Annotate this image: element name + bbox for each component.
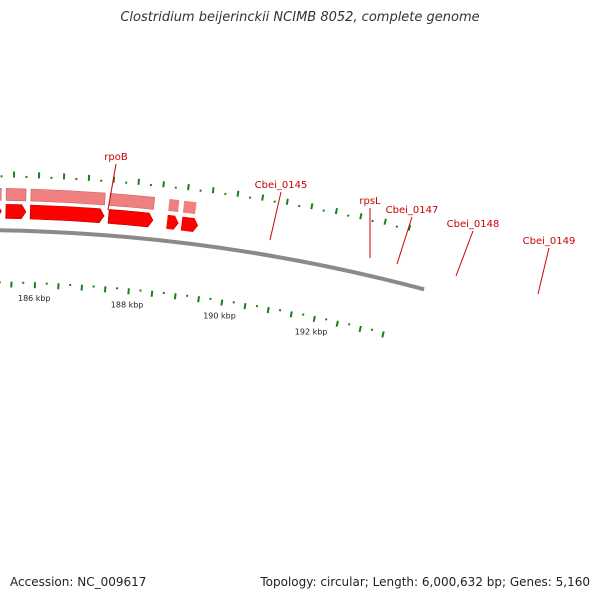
cds-partial-right-2 <box>180 216 199 232</box>
tick-outer <box>407 224 412 231</box>
gene-feature[interactable] <box>30 188 106 206</box>
tick-outer <box>395 225 399 228</box>
gene-label[interactable]: Cbei_0147 <box>386 205 439 216</box>
tick-inner <box>150 290 154 297</box>
tick-inner <box>347 323 351 326</box>
gene-partial-right <box>168 199 180 213</box>
gene-leader-line <box>396 216 413 265</box>
axis-tick-label: 186 kbp <box>18 294 51 303</box>
tick-outer <box>334 208 338 215</box>
tick-outer <box>162 181 165 188</box>
tick-outer <box>359 213 363 220</box>
tick-inner <box>266 306 270 314</box>
tick-outer <box>187 183 190 191</box>
tick-inner <box>173 293 177 300</box>
tick-inner <box>381 331 385 338</box>
tick-outer <box>236 190 240 197</box>
gene-label[interactable]: Cbei_0149 <box>523 236 576 247</box>
gene-leader-line <box>455 230 474 277</box>
gene-feature[interactable] <box>5 188 27 202</box>
gene-leader-line <box>269 191 282 241</box>
tick-inner <box>289 311 293 318</box>
gene-label[interactable]: Cbei_0145 <box>255 180 308 191</box>
tick-outer <box>285 198 289 205</box>
axis-tick-label: 190 kbp <box>203 311 236 320</box>
gene-feature[interactable] <box>109 193 156 210</box>
gene-label[interactable]: rpsL <box>359 196 381 207</box>
tick-outer <box>371 219 374 223</box>
gene-label[interactable]: rpoB <box>104 152 128 163</box>
tick-outer <box>211 187 215 194</box>
backbone-arc <box>0 228 425 292</box>
tick-inner <box>127 288 130 295</box>
axis-tick-label: 188 kbp <box>111 300 144 309</box>
tick-inner <box>243 303 247 310</box>
gene-partial-right-2 <box>182 200 197 215</box>
gene-feature[interactable] <box>0 187 2 201</box>
tick-outer <box>310 203 314 210</box>
tick-outer <box>261 194 265 201</box>
gene-label[interactable]: Cbei_0148 <box>447 219 500 230</box>
genome-summary: Topology: circular; Length: 6,000,632 bp… <box>260 575 590 589</box>
tick-outer <box>383 218 387 225</box>
cds-arrow[interactable] <box>0 204 2 218</box>
axis-tick-label: 192 kbp <box>295 328 328 337</box>
gene-leader-line <box>537 247 550 295</box>
cds-partial-right <box>166 214 179 230</box>
tick-inner <box>370 328 374 331</box>
tick-inner <box>220 299 224 306</box>
tick-inner <box>335 320 339 327</box>
cds-arrow[interactable] <box>107 209 154 228</box>
cds-arrow[interactable] <box>5 204 27 220</box>
tick-outer <box>137 178 140 185</box>
tick-inner <box>358 325 362 333</box>
tick-inner <box>312 315 316 323</box>
tick-inner <box>197 296 200 303</box>
map-title: Clostridium beijerinckii NCIMB 8052, com… <box>120 10 480 25</box>
gene-leader-line <box>107 163 117 211</box>
cds-arrow[interactable] <box>29 204 105 224</box>
accession-text: Accession: NC_009617 <box>10 575 147 589</box>
